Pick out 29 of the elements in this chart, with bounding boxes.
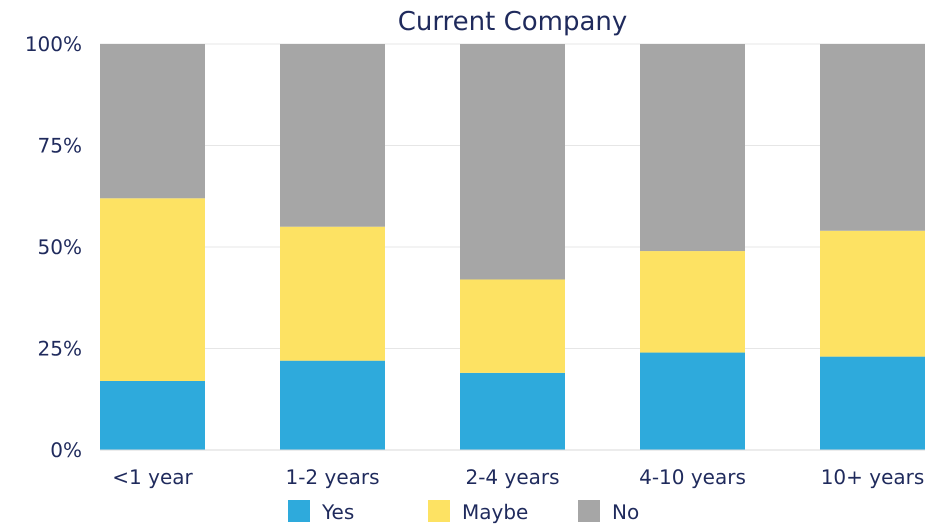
bar — [280, 360, 385, 450]
chart-title: Current Company — [398, 7, 628, 37]
bar — [460, 372, 565, 450]
bar — [640, 352, 745, 450]
bar — [640, 44, 745, 252]
legend-label: No — [612, 500, 640, 524]
bar — [100, 44, 205, 198]
x-tick-label: 1-2 years — [285, 465, 380, 489]
x-tick-label: 10+ years — [820, 465, 924, 489]
x-tick-label: 4-10 years — [639, 465, 746, 489]
legend-label: Maybe — [462, 500, 528, 524]
x-tick-label: <1 year — [112, 465, 194, 489]
bar — [640, 251, 745, 353]
bar — [280, 44, 385, 227]
legend-label: Yes — [321, 500, 354, 524]
bar — [460, 44, 565, 280]
y-tick-label: 100% — [24, 32, 82, 56]
bar — [280, 226, 385, 361]
y-tick-label: 25% — [38, 336, 82, 360]
bar — [820, 44, 925, 231]
bar — [820, 356, 925, 450]
bar — [100, 198, 205, 381]
y-tick-label: 75% — [38, 134, 82, 158]
y-tick-label: 0% — [50, 438, 82, 462]
bar — [100, 380, 205, 450]
bar — [820, 230, 925, 357]
bar — [460, 279, 565, 373]
y-tick-label: 50% — [38, 235, 82, 259]
x-tick-label: 2-4 years — [465, 465, 560, 489]
